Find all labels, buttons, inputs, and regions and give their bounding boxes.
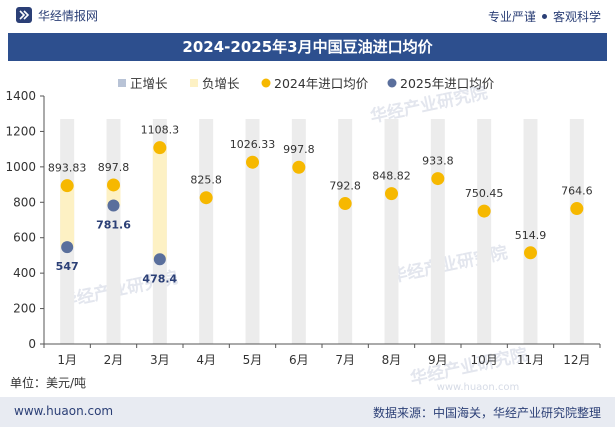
y-tick-label: 0 [28,337,36,351]
column-background [384,119,399,345]
x-tick-label: 11月 [517,353,544,367]
chart-area: 华经产业研究院华经产业研究院华经产业研究院华经产业研究院www.huaon.co… [5,76,601,393]
tagline-right: 客观科学 [552,10,601,24]
top-bar: 华经情报网 专业严谨 客观科学 [0,0,615,30]
point-2024 [477,204,491,218]
column-background [569,119,584,345]
unit-label: 单位：美元/吨 [10,376,87,390]
point-2024 [570,202,584,216]
column-background [106,119,121,345]
x-tick-label: 10月 [471,353,498,367]
legend-swatch [118,79,126,87]
y-tick-label: 1000 [5,160,36,174]
data-label-2024: 750.45 [465,187,504,200]
data-label-2024: 1026.33 [230,138,276,151]
column-background [477,119,492,345]
legend-marker [261,78,271,88]
change-bar [152,147,167,260]
legend-swatch [190,79,198,87]
data-label-2025: 547 [56,260,79,273]
data-label-2025: 478.4 [142,272,177,285]
watermark-url: www.huaon.com [437,382,520,393]
column-background [245,119,260,345]
footer-source: 数据来源：中国海关，华经产业研究院整理 [372,406,601,420]
x-tick-label: 6月 [289,353,309,367]
data-label-2024: 792.8 [329,180,361,193]
dot-separator-icon [541,14,547,19]
y-tick-label: 200 [13,302,36,316]
x-tick-label: 8月 [382,353,402,367]
point-2024 [107,178,120,192]
point-2024 [338,197,352,211]
column-background [523,119,538,345]
tagline-left: 专业严谨 [487,10,536,24]
point-2024 [524,246,537,260]
point-2024 [431,172,445,186]
legend-label: 2024年进口均价 [274,76,369,91]
x-tick-label: 4月 [196,353,216,367]
data-label-2024: 997.8 [283,143,315,156]
footer-website: www.huaon.com [14,404,114,418]
legend-label: 2025年进口均价 [400,76,495,91]
data-label-2025: 781.6 [96,219,131,232]
brand-logo: 华经情报网 [16,7,98,23]
x-tick-label: 3月 [150,353,170,367]
point-2025 [153,253,166,266]
brand-name: 华经情报网 [38,8,99,23]
column-background [291,119,306,345]
y-tick-label: 1200 [5,124,36,138]
change-bar [60,185,75,248]
brand-logo-icon [16,7,32,23]
legend-label: 负增长 [202,76,240,91]
y-tick-label: 600 [13,231,36,245]
tagline: 专业严谨 客观科学 [488,8,601,25]
data-label-2024: 1108.3 [141,124,180,137]
y-tick-label: 1400 [5,89,36,103]
data-label-2024: 825.8 [190,174,222,187]
legend-marker [387,78,397,88]
x-tick-label: 12月 [563,353,590,367]
footer-bar: www.huaon.com 数据来源：中国海关，华经产业研究院整理 [0,397,615,427]
x-tick-label: 2月 [104,353,124,367]
legend-label: 正增长 [130,76,168,91]
x-tick-label: 9月 [428,353,448,367]
data-label-2024: 897.8 [98,161,130,174]
column-background [430,119,445,345]
x-tick-label: 5月 [243,353,263,367]
column-background [338,119,353,345]
point-2025 [61,241,74,254]
data-label-2024: 514.9 [515,229,547,242]
point-2024 [199,191,213,205]
point-2025 [107,199,120,212]
data-label-2024: 848.82 [372,170,411,183]
point-2024 [246,155,259,169]
point-2024 [292,160,306,174]
x-tick-label: 7月 [335,353,355,367]
data-label-2024: 893.83 [48,162,87,175]
data-label-2024: 933.8 [422,155,454,168]
chart-title: 2024-2025年3月中国豆油进口均价 [8,33,607,61]
point-2024 [60,179,74,193]
point-2024 [153,141,167,155]
x-tick-label: 1月 [57,353,77,367]
y-tick-label: 800 [13,195,36,209]
data-label-2024: 764.6 [561,185,593,198]
point-2024 [385,187,398,201]
y-tick-label: 400 [13,266,36,280]
column-background [199,119,214,345]
